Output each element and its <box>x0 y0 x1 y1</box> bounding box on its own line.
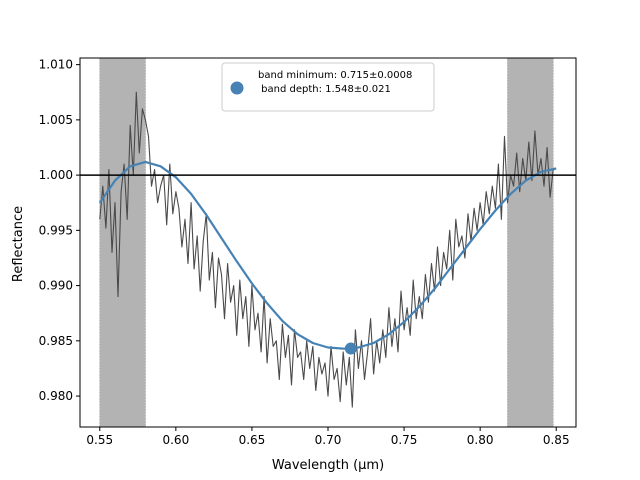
x-tick-label: 0.75 <box>391 433 418 447</box>
x-axis-ticks: 0.55 0.60 0.65 0.70 0.75 0.80 0.85 <box>86 427 570 447</box>
y-tick-label: 0.995 <box>39 223 73 237</box>
legend-marker <box>230 81 244 95</box>
plot-frame <box>79 57 577 428</box>
shaded-region-1 <box>99 58 146 427</box>
y-axis-ticks: 0.980 0.985 0.990 0.995 1.000 1.005 1.010 <box>39 58 80 403</box>
fit-series <box>98 160 557 350</box>
legend-band-depth: band depth: 1.548±0.021 <box>258 84 391 95</box>
y-tick-label: 0.990 <box>39 279 73 293</box>
y-tick-label: 1.000 <box>39 168 73 182</box>
x-tick-label: 0.80 <box>467 433 494 447</box>
legend-band-minimum: band minimum: 0.715±0.0008 <box>258 70 412 81</box>
continuum-shaded-regions <box>99 58 554 427</box>
legend: band minimum: 0.715±0.0008 band depth: 1… <box>221 62 435 112</box>
shaded-region-2 <box>507 58 554 427</box>
y-tick-label: 1.005 <box>39 113 73 127</box>
x-tick-label: 0.60 <box>162 433 189 447</box>
x-tick-label: 0.65 <box>239 433 266 447</box>
y-axis-label: Reflectance <box>11 206 26 282</box>
y-tick-label: 0.985 <box>39 334 73 348</box>
fit-line <box>98 160 557 350</box>
x-tick-label: 0.55 <box>86 433 113 447</box>
spectrum-series <box>99 91 554 408</box>
y-tick-label: 1.010 <box>39 58 73 72</box>
y-tick-label: 0.980 <box>39 389 73 403</box>
x-tick-label: 0.70 <box>315 433 342 447</box>
spectrum-line <box>99 91 554 408</box>
x-tick-label: 0.85 <box>543 433 570 447</box>
legend-box <box>221 62 435 112</box>
band-minimum-marker <box>344 342 357 355</box>
x-axis-label: Wavelength (μm) <box>272 458 384 473</box>
